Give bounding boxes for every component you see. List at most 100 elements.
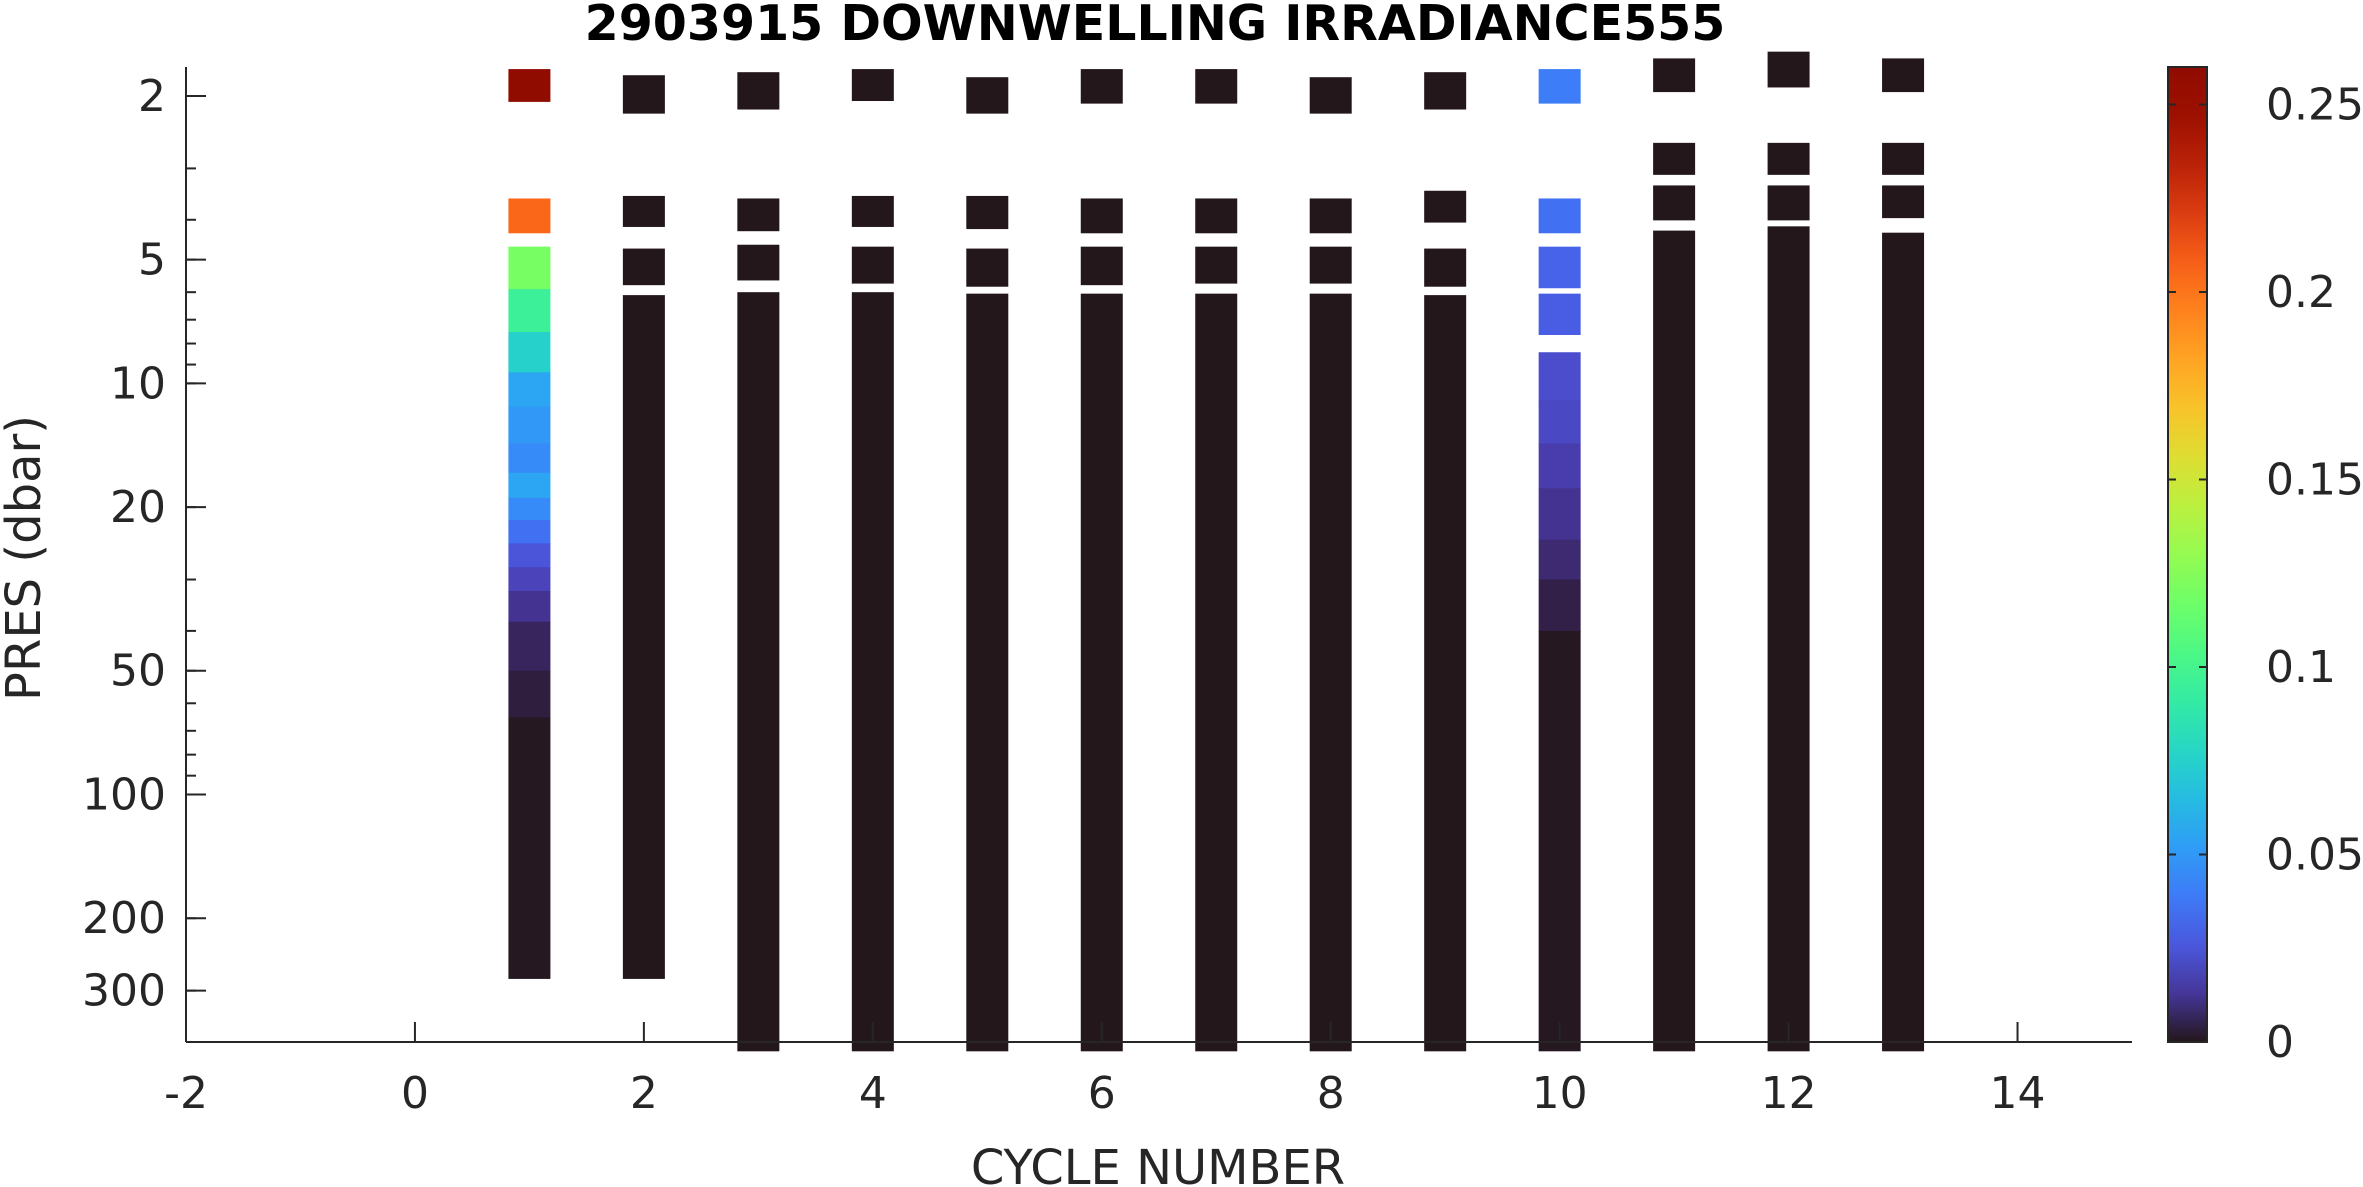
- heat-cell-cycle-2: [622, 75, 665, 114]
- heat-cell-cycle-4: [851, 195, 894, 227]
- heat-cell-cycle-1: [508, 406, 551, 445]
- y-tick-label: 100: [82, 769, 166, 820]
- heat-cell-cycle-1: [508, 198, 551, 234]
- heat-cell-cycle-12: [1767, 51, 1810, 88]
- heat-cell-cycle-1: [508, 372, 551, 408]
- heat-cell-cycle-11: [1653, 142, 1696, 175]
- heat-cell-cycle-10: [1538, 69, 1581, 104]
- x-tick-label: 4: [859, 1068, 887, 1119]
- x-tick-label: 8: [1317, 1068, 1345, 1119]
- heat-cell-cycle-12: [1767, 142, 1810, 175]
- heat-cell-cycle-3: [737, 198, 780, 232]
- heat-cell-cycle-1: [508, 567, 551, 592]
- heat-cell-cycle-5: [966, 248, 1009, 287]
- heat-cell-cycle-13: [1882, 185, 1925, 219]
- y-tick-label: 2: [138, 71, 166, 122]
- x-tick-label: 0: [401, 1068, 429, 1119]
- heat-cell-cycle-4: [851, 69, 894, 102]
- heat-cell-cycle-1: [508, 472, 551, 499]
- heat-cell-cycle-4: [851, 246, 894, 284]
- heat-cell-cycle-7: [1195, 246, 1238, 284]
- heat-cell-cycle-1: [508, 543, 551, 568]
- heat-cell-cycle-8: [1309, 293, 1352, 1052]
- heat-cell-cycle-10: [1538, 293, 1581, 335]
- heat-cell-cycle-6: [1080, 293, 1123, 1052]
- heat-cell-cycle-10: [1538, 630, 1581, 1052]
- heat-cell-cycle-11: [1653, 185, 1696, 221]
- heat-cell-cycle-7: [1195, 69, 1238, 104]
- chart-title: 2903915 DOWNWELLING IRRADIANCE555: [585, 0, 1726, 52]
- heat-cell-cycle-1: [508, 69, 551, 102]
- heat-cell-cycle-5: [966, 77, 1009, 114]
- heat-cell-cycle-3: [737, 292, 780, 1052]
- heat-cell-cycle-11: [1653, 58, 1696, 93]
- y-tick-label: 50: [110, 646, 166, 697]
- heat-cell-cycle-10: [1538, 488, 1581, 541]
- x-tick-label: 6: [1088, 1068, 1116, 1119]
- x-tick-label: 14: [1990, 1068, 2046, 1119]
- heat-cell-cycle-9: [1424, 190, 1467, 223]
- heatmap-cells: [508, 51, 1925, 1052]
- axes: [185, 67, 2132, 1043]
- y-tick-label: 200: [82, 893, 166, 944]
- y-axis-title: PRES (dbar): [0, 415, 52, 701]
- heat-cell-cycle-9: [1424, 248, 1467, 287]
- colorbar-tick-label: 0.1: [2266, 642, 2336, 693]
- heat-cell-cycle-7: [1195, 198, 1238, 234]
- colorbar-gradient: [2167, 66, 2208, 1043]
- heat-cell-cycle-10: [1538, 579, 1581, 632]
- colorbar-tick-label: 0.05: [2266, 830, 2363, 881]
- heat-cell-cycle-13: [1882, 58, 1925, 93]
- heat-cell-cycle-1: [508, 520, 551, 544]
- x-tick-label: 12: [1761, 1068, 1817, 1119]
- heat-cell-cycle-13: [1882, 232, 1925, 1052]
- heat-cell-cycle-4: [851, 292, 894, 1052]
- y-tick-label: 10: [110, 358, 166, 409]
- heat-cell-cycle-5: [966, 195, 1009, 230]
- heat-cell-cycle-1: [508, 670, 551, 719]
- y-tick-label: 20: [110, 482, 166, 533]
- colorbar-tick-label: 0.25: [2266, 80, 2363, 131]
- heat-cell-cycle-1: [508, 591, 551, 623]
- colorbar-tick-label: 0: [2266, 1017, 2294, 1068]
- x-tick-label: 10: [1532, 1068, 1588, 1119]
- heat-cell-cycle-1: [508, 497, 551, 521]
- heat-cell-cycle-8: [1309, 198, 1352, 234]
- heat-cell-cycle-9: [1424, 295, 1467, 1052]
- heat-cell-cycle-1: [508, 621, 551, 672]
- heat-cell-cycle-10: [1538, 246, 1581, 289]
- heat-cell-cycle-3: [737, 72, 780, 110]
- y-tick-label: 5: [138, 235, 166, 286]
- x-tick-label: 2: [630, 1068, 658, 1119]
- heat-cell-cycle-2: [622, 295, 665, 979]
- heat-cell-cycle-10: [1538, 198, 1581, 234]
- x-tick-label: -2: [164, 1068, 208, 1119]
- heat-cell-cycle-7: [1195, 293, 1238, 1052]
- heat-cell-cycle-1: [508, 443, 551, 474]
- heat-cell-cycle-10: [1538, 352, 1581, 401]
- heat-cell-cycle-1: [508, 289, 551, 333]
- colorbar-tick-label: 0.2: [2266, 267, 2336, 318]
- heat-cell-cycle-6: [1080, 246, 1123, 286]
- heat-cell-cycle-2: [622, 248, 665, 286]
- heat-cell-cycle-6: [1080, 69, 1123, 104]
- heat-cell-cycle-13: [1882, 142, 1925, 175]
- heat-cell-cycle-3: [737, 244, 780, 281]
- heat-cell-cycle-1: [508, 717, 551, 979]
- heat-cell-cycle-9: [1424, 72, 1467, 110]
- heat-cell-cycle-1: [508, 332, 551, 373]
- colorbar: [2167, 66, 2208, 1043]
- heat-cell-cycle-2: [622, 195, 665, 227]
- heat-cell-cycle-10: [1538, 443, 1581, 489]
- heat-cell-cycle-8: [1309, 246, 1352, 284]
- heat-cell-cycle-10: [1538, 400, 1581, 445]
- heat-cell-cycle-10: [1538, 539, 1581, 581]
- heat-cell-cycle-6: [1080, 198, 1123, 234]
- heat-cell-cycle-11: [1653, 230, 1696, 1052]
- heat-cell-cycle-8: [1309, 77, 1352, 114]
- heat-cell-cycle-1: [508, 246, 551, 290]
- heat-cell-cycle-12: [1767, 226, 1810, 1052]
- colorbar-tick-label: 0.15: [2266, 455, 2363, 506]
- heat-cell-cycle-12: [1767, 185, 1810, 221]
